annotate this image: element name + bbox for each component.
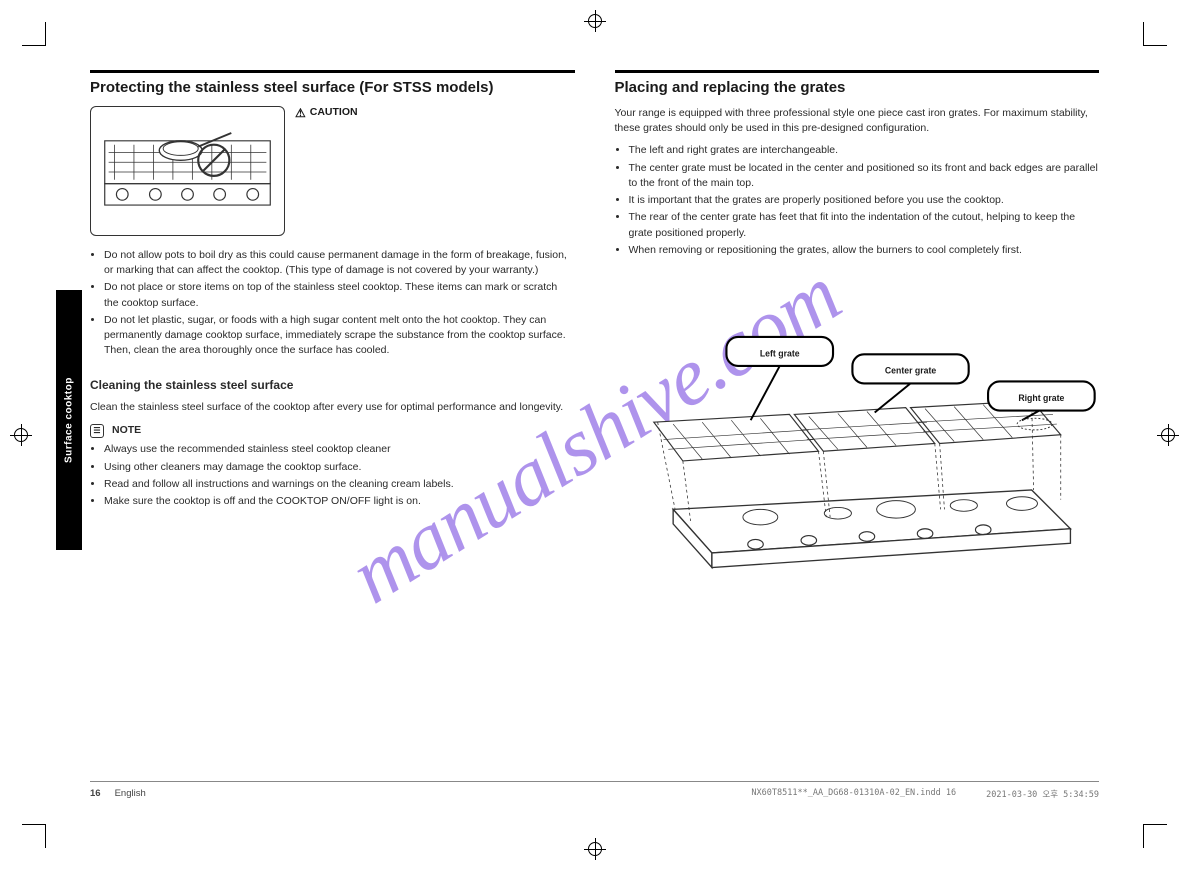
list-item: When removing or repositioning the grate… bbox=[629, 243, 1100, 258]
list-item: Read and follow all instructions and war… bbox=[104, 477, 575, 492]
crop-mark bbox=[22, 22, 46, 46]
page-footer: 16 English NX60T8511**_AA_DG68-01310A-02… bbox=[90, 781, 1099, 800]
registration-mark bbox=[588, 842, 602, 856]
list-item: Do not place or store items on top of th… bbox=[104, 280, 575, 310]
callout-left: Left grate bbox=[759, 348, 799, 358]
list-item: The rear of the center grate has feet th… bbox=[629, 210, 1100, 240]
list-item: It is important that the grates are prop… bbox=[629, 193, 1100, 208]
list-item: Make sure the cooktop is off and the COO… bbox=[104, 494, 575, 509]
footer-timestamp: 2021-03-30 오후 5:34:59 bbox=[986, 788, 1099, 800]
grate-bullets: The left and right grates are interchang… bbox=[629, 143, 1100, 258]
callout-right: Right grate bbox=[1018, 393, 1064, 403]
warning-icon: ⚠ bbox=[295, 106, 306, 120]
list-item: Do not allow pots to boil dry as this co… bbox=[104, 248, 575, 278]
crop-mark bbox=[1143, 22, 1167, 46]
cooktop-illustration bbox=[90, 106, 285, 236]
registration-mark bbox=[1161, 428, 1175, 442]
section-title-left: Protecting the stainless steel surface (… bbox=[90, 70, 575, 96]
section-title-right: Placing and replacing the grates bbox=[615, 70, 1100, 96]
list-item: Do not let plastic, sugar, or foods with… bbox=[104, 313, 575, 359]
crop-mark bbox=[1143, 824, 1167, 848]
footer-language: English bbox=[115, 788, 146, 800]
right-column: Placing and replacing the grates Your ra… bbox=[615, 70, 1100, 710]
note-icon: ☰ bbox=[90, 424, 104, 438]
list-item: Always use the recommended stainless ste… bbox=[104, 442, 575, 457]
crop-mark bbox=[22, 824, 46, 848]
list-item: Using other cleaners may damage the cook… bbox=[104, 460, 575, 475]
caution-label: CAUTION bbox=[310, 106, 358, 118]
grate-exploded-illustration: Left grate Center grate Right grate bbox=[615, 272, 1100, 582]
registration-mark bbox=[588, 14, 602, 28]
section-side-tab: Surface cooktop bbox=[56, 290, 82, 550]
registration-mark bbox=[14, 428, 28, 442]
caution-bullets: Do not allow pots to boil dry as this co… bbox=[104, 248, 575, 359]
subheading-cleaning: Cleaning the stainless steel surface bbox=[90, 377, 575, 394]
body-paragraph: Clean the stainless steel surface of the… bbox=[90, 400, 575, 415]
list-item: The center grate must be located in the … bbox=[629, 161, 1100, 191]
callout-center: Center grate bbox=[884, 366, 936, 376]
footer-doc-ref: NX60T8511**_AA_DG68-01310A-02_EN.indd 16 bbox=[751, 788, 956, 800]
page-number: 16 bbox=[90, 788, 101, 800]
list-item: The left and right grates are interchang… bbox=[629, 143, 1100, 158]
note-bullets: Always use the recommended stainless ste… bbox=[104, 442, 575, 509]
body-paragraph: Your range is equipped with three profes… bbox=[615, 106, 1100, 136]
left-column: Protecting the stainless steel surface (… bbox=[90, 70, 575, 710]
note-label: NOTE bbox=[112, 423, 141, 438]
